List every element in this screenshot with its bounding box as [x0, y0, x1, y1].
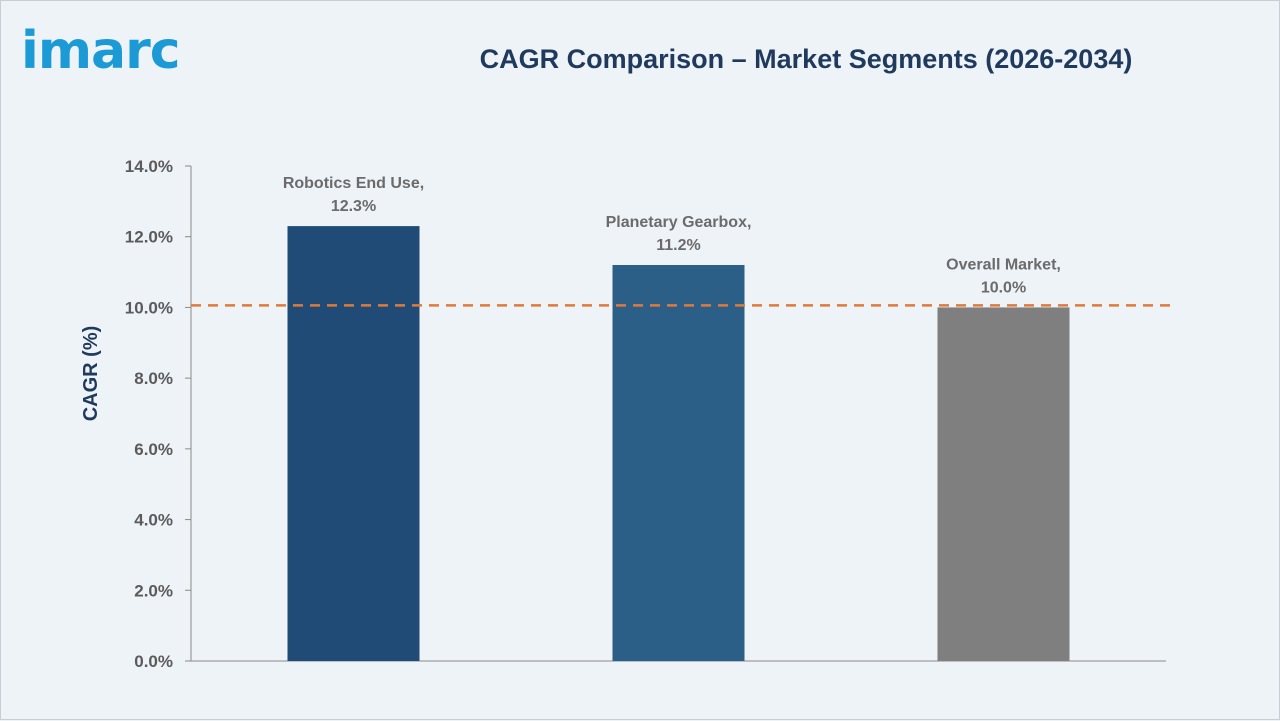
y-tick-label: 14.0% — [125, 157, 173, 176]
y-tick-label: 10.0% — [125, 298, 173, 317]
data-label: 11.2% — [656, 237, 700, 254]
y-tick-label: 8.0% — [134, 369, 173, 388]
bar-1 — [287, 226, 420, 661]
y-tick-label: 6.0% — [134, 440, 173, 459]
data-label: Planetary Gearbox, — [606, 214, 752, 231]
data-label: Robotics End Use, — [283, 175, 424, 192]
data-label: Overall Market, — [946, 256, 1061, 273]
bar-3 — [937, 307, 1070, 661]
data-label: 12.3% — [331, 198, 376, 215]
y-tick-label: 12.0% — [125, 228, 173, 247]
bar-2 — [612, 265, 745, 661]
y-tick-label: 0.0% — [134, 652, 173, 671]
chart-title: CAGR Comparison – Market Segments (2026-… — [479, 44, 1133, 74]
y-tick-label: 4.0% — [134, 511, 173, 530]
imarc-logo: imarc — [21, 21, 181, 81]
y-axis-label: CAGR (%) — [80, 326, 102, 422]
y-tick-label: 2.0% — [134, 581, 173, 600]
data-label: 10.0% — [981, 279, 1026, 296]
